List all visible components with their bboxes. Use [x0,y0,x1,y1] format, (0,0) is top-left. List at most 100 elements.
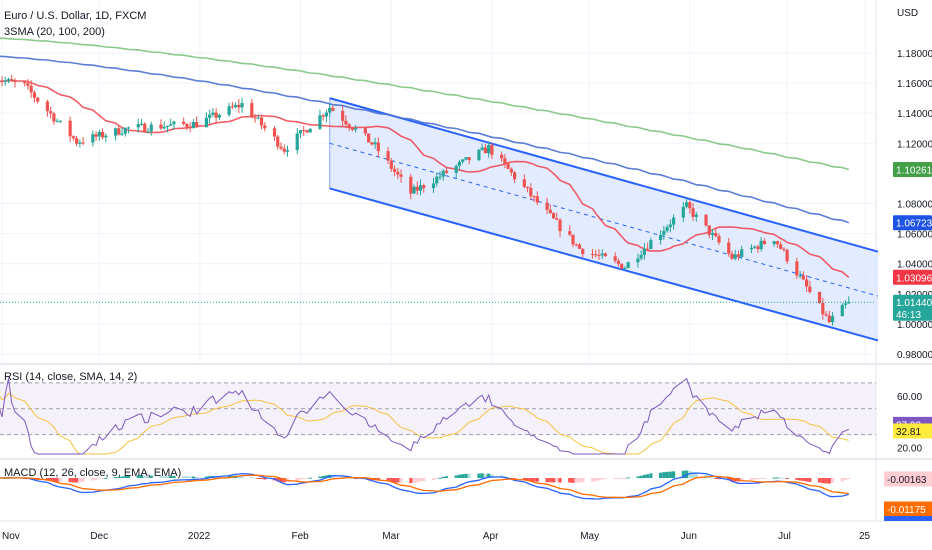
macd-hist-bar [558,478,562,483]
macd-hist-bar [704,474,708,478]
candle-body [276,136,280,147]
candle-body [577,244,582,249]
candle-body [753,246,757,248]
candle-body [775,241,780,245]
candle-body [762,240,767,245]
bar-countdown: 46:13 [896,310,921,321]
macd-hist-bar [81,478,85,482]
macd-hist-bar [535,478,539,482]
candle-body [626,262,630,269]
main-price-pane[interactable] [0,0,879,363]
sma-legend[interactable]: 3SMA (20, 100, 200) [4,26,105,38]
candle-body [506,163,510,169]
candle-body [684,202,689,207]
rsi-legend[interactable]: RSI (14, close, SMA, 14, 2) [4,371,137,383]
macd-hist-bar [513,478,517,480]
channel-lower-line[interactable] [329,187,879,342]
candle-body [191,122,196,129]
macd-hist-bar [399,478,403,483]
macd-hist-bar [295,478,299,481]
candle-body [45,101,50,112]
macd-hist-bar [805,478,809,482]
macd-lines [0,472,849,500]
macd-line [0,472,849,500]
candle-body [782,248,786,250]
candle-body [639,254,643,259]
macd-hist-bar [490,474,494,478]
macd-hist-bar [555,478,559,483]
price-badge-label: 1.10261 [896,165,932,176]
channel-upper-line[interactable] [329,97,879,253]
macd-hist-bar [574,478,578,483]
candle-body [36,97,40,102]
macd-hist-bar [577,478,582,483]
macd-hist-bar [188,476,192,478]
price-axis[interactable]: USD 1.18000 1.16000 1.14000 1.12000 1.08000 1… [897,8,932,455]
candle-body [188,126,192,129]
candle-body [162,127,166,129]
candle-body [551,213,556,219]
candle-body [165,125,170,128]
macd-hist-bar [668,471,672,478]
rsi-pane[interactable] [0,377,876,455]
macd-hist-bar [441,476,445,478]
rsi-badge [893,423,932,439]
macd-hist-bar [227,475,231,478]
candle-body [412,186,416,194]
candle-body [668,224,672,228]
candle-body [182,121,186,125]
macd-hist-bar [302,478,306,479]
candle-body [302,130,306,132]
macd-hist-bar [195,476,199,478]
macd-hist-bar [162,475,166,478]
macd-line-badge [884,516,932,521]
candle-body [671,217,676,225]
candle-body [581,248,585,255]
candle-body [117,128,121,135]
price-tick-label: 1.08000 [897,200,932,211]
macd-hist-bar [594,478,598,482]
macd-hist-bar [626,477,630,479]
macd-hist-bar [237,475,241,478]
macd-hist-bar [548,478,552,483]
candle-body [662,230,666,235]
macd-hist-bar [149,475,153,478]
macd-pane[interactable] [0,470,851,500]
candle-body [253,117,257,119]
candle-body [431,183,436,189]
candle-body [318,115,322,129]
sma-lines [0,37,850,278]
candle-body [749,247,754,250]
macd-hist-bar [775,477,780,479]
candle-body [279,146,283,149]
macd-hist-bar [467,473,471,478]
candle-body [389,160,393,169]
macd-hist-bar [779,477,783,479]
candle-body [324,112,329,117]
macd-hist-bar [642,474,646,478]
candle-body [113,128,118,136]
macd-hist-bar [68,478,72,483]
price-badge-label: 1.03096 [896,273,932,284]
channel-mid-line [329,142,879,297]
candle-body [740,249,744,257]
symbol-legend[interactable]: Euro / U.S. Dollar, 1D, FXCM [4,10,146,22]
candle-body [636,258,640,263]
macd-hist-bar [808,478,812,482]
parallel-channel[interactable] [329,97,879,342]
macd-hist-bar [568,478,572,483]
macd-legend[interactable]: MACD (12, 26, close, 9, EMA, EMA) [4,467,181,479]
candle-body [480,147,484,150]
price-badge-label: 1.01440 [896,298,932,309]
macd-hist-bar [847,478,851,479]
candle-body [185,124,189,127]
macd-hist-bar [616,478,621,479]
macd-hist-bar [392,478,397,483]
macd-hist-bar [418,478,423,482]
macd-hist-bar [438,477,442,479]
candle-body [730,253,734,259]
candle-body [230,106,234,108]
time-axis[interactable]: Nov Dec 2022 Feb Mar Apr May Jun Jul 25 [2,531,871,542]
rsi-tick-label: 20.00 [897,444,922,455]
